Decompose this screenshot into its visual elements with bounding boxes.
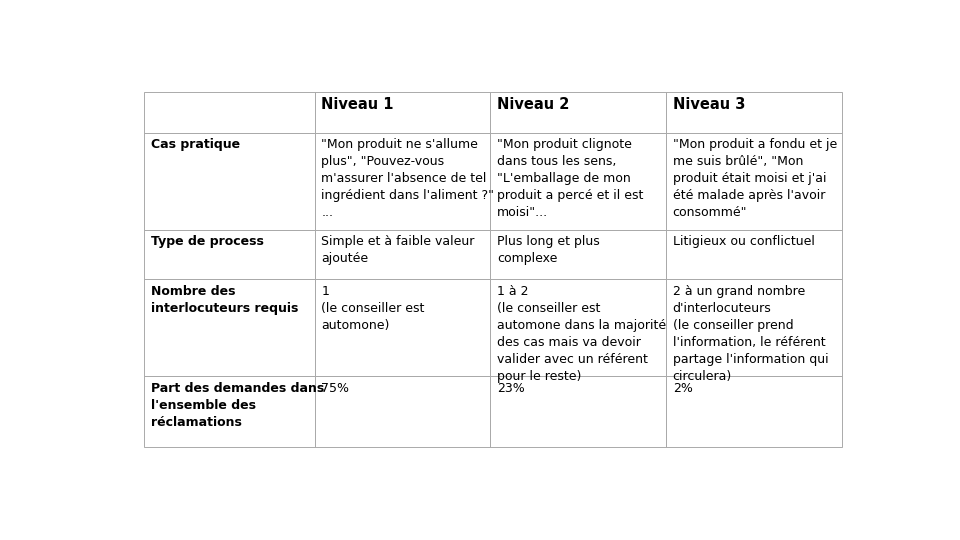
Bar: [315, 230, 491, 279]
Bar: [491, 92, 666, 133]
Bar: [666, 133, 842, 230]
Bar: [144, 92, 315, 133]
Bar: [315, 92, 491, 133]
Bar: [315, 279, 491, 376]
Text: Cas pratique: Cas pratique: [151, 138, 240, 151]
Text: "Mon produit clignote
dans tous les sens,
"L'emballage de mon
produit a percé et: "Mon produit clignote dans tous les sens…: [497, 138, 643, 219]
Text: Niveau 3: Niveau 3: [673, 97, 745, 112]
Bar: [315, 376, 491, 447]
Bar: [491, 230, 666, 279]
Bar: [144, 376, 315, 447]
Bar: [666, 230, 842, 279]
Bar: [491, 133, 666, 230]
Text: Type de process: Type de process: [151, 235, 263, 248]
Text: Part des demandes dans
l'ensemble des
réclamations: Part des demandes dans l'ensemble des ré…: [151, 382, 324, 429]
Bar: [315, 133, 491, 230]
Text: Plus long et plus
complexe: Plus long et plus complexe: [497, 235, 600, 265]
Bar: [144, 92, 315, 133]
Bar: [144, 230, 315, 279]
Bar: [491, 376, 666, 447]
Bar: [666, 376, 842, 447]
Bar: [666, 230, 842, 279]
Text: Nombre des
interlocuteurs requis: Nombre des interlocuteurs requis: [151, 285, 298, 315]
Bar: [315, 133, 491, 230]
Bar: [491, 376, 666, 447]
Bar: [144, 133, 315, 230]
Bar: [491, 279, 666, 376]
Bar: [666, 92, 842, 133]
Bar: [666, 376, 842, 447]
Bar: [144, 230, 315, 279]
Text: 2 à un grand nombre
d'interlocuteurs
(le conseiller prend
l'information, le réfé: 2 à un grand nombre d'interlocuteurs (le…: [673, 285, 828, 383]
Bar: [666, 279, 842, 376]
Text: 1
(le conseiller est
automone): 1 (le conseiller est automone): [322, 285, 424, 332]
Bar: [491, 92, 666, 133]
Text: Niveau 1: Niveau 1: [322, 97, 394, 112]
Bar: [144, 279, 315, 376]
Bar: [315, 230, 491, 279]
Text: 23%: 23%: [497, 382, 525, 395]
Bar: [666, 92, 842, 133]
Text: 1 à 2
(le conseiller est
automone dans la majorité
des cas mais va devoir
valide: 1 à 2 (le conseiller est automone dans l…: [497, 285, 666, 383]
Text: "Mon produit a fondu et je
me suis brûlé", "Mon
produit était moisi et j'ai
été : "Mon produit a fondu et je me suis brûlé…: [673, 138, 837, 219]
Bar: [666, 133, 842, 230]
Text: 2%: 2%: [673, 382, 692, 395]
Text: Simple et à faible valeur
ajoutée: Simple et à faible valeur ajoutée: [322, 235, 474, 265]
Text: 75%: 75%: [322, 382, 349, 395]
Bar: [491, 133, 666, 230]
Bar: [315, 279, 491, 376]
Text: Litigieux ou conflictuel: Litigieux ou conflictuel: [673, 235, 815, 248]
Text: "Mon produit ne s'allume
plus", "Pouvez-vous
m'assurer l'absence de tel
ingrédie: "Mon produit ne s'allume plus", "Pouvez-…: [322, 138, 494, 219]
Bar: [666, 279, 842, 376]
Bar: [491, 279, 666, 376]
Bar: [315, 376, 491, 447]
Text: Niveau 2: Niveau 2: [497, 97, 569, 112]
Bar: [144, 279, 315, 376]
Bar: [315, 92, 491, 133]
Bar: [144, 133, 315, 230]
Bar: [491, 230, 666, 279]
Bar: [144, 376, 315, 447]
